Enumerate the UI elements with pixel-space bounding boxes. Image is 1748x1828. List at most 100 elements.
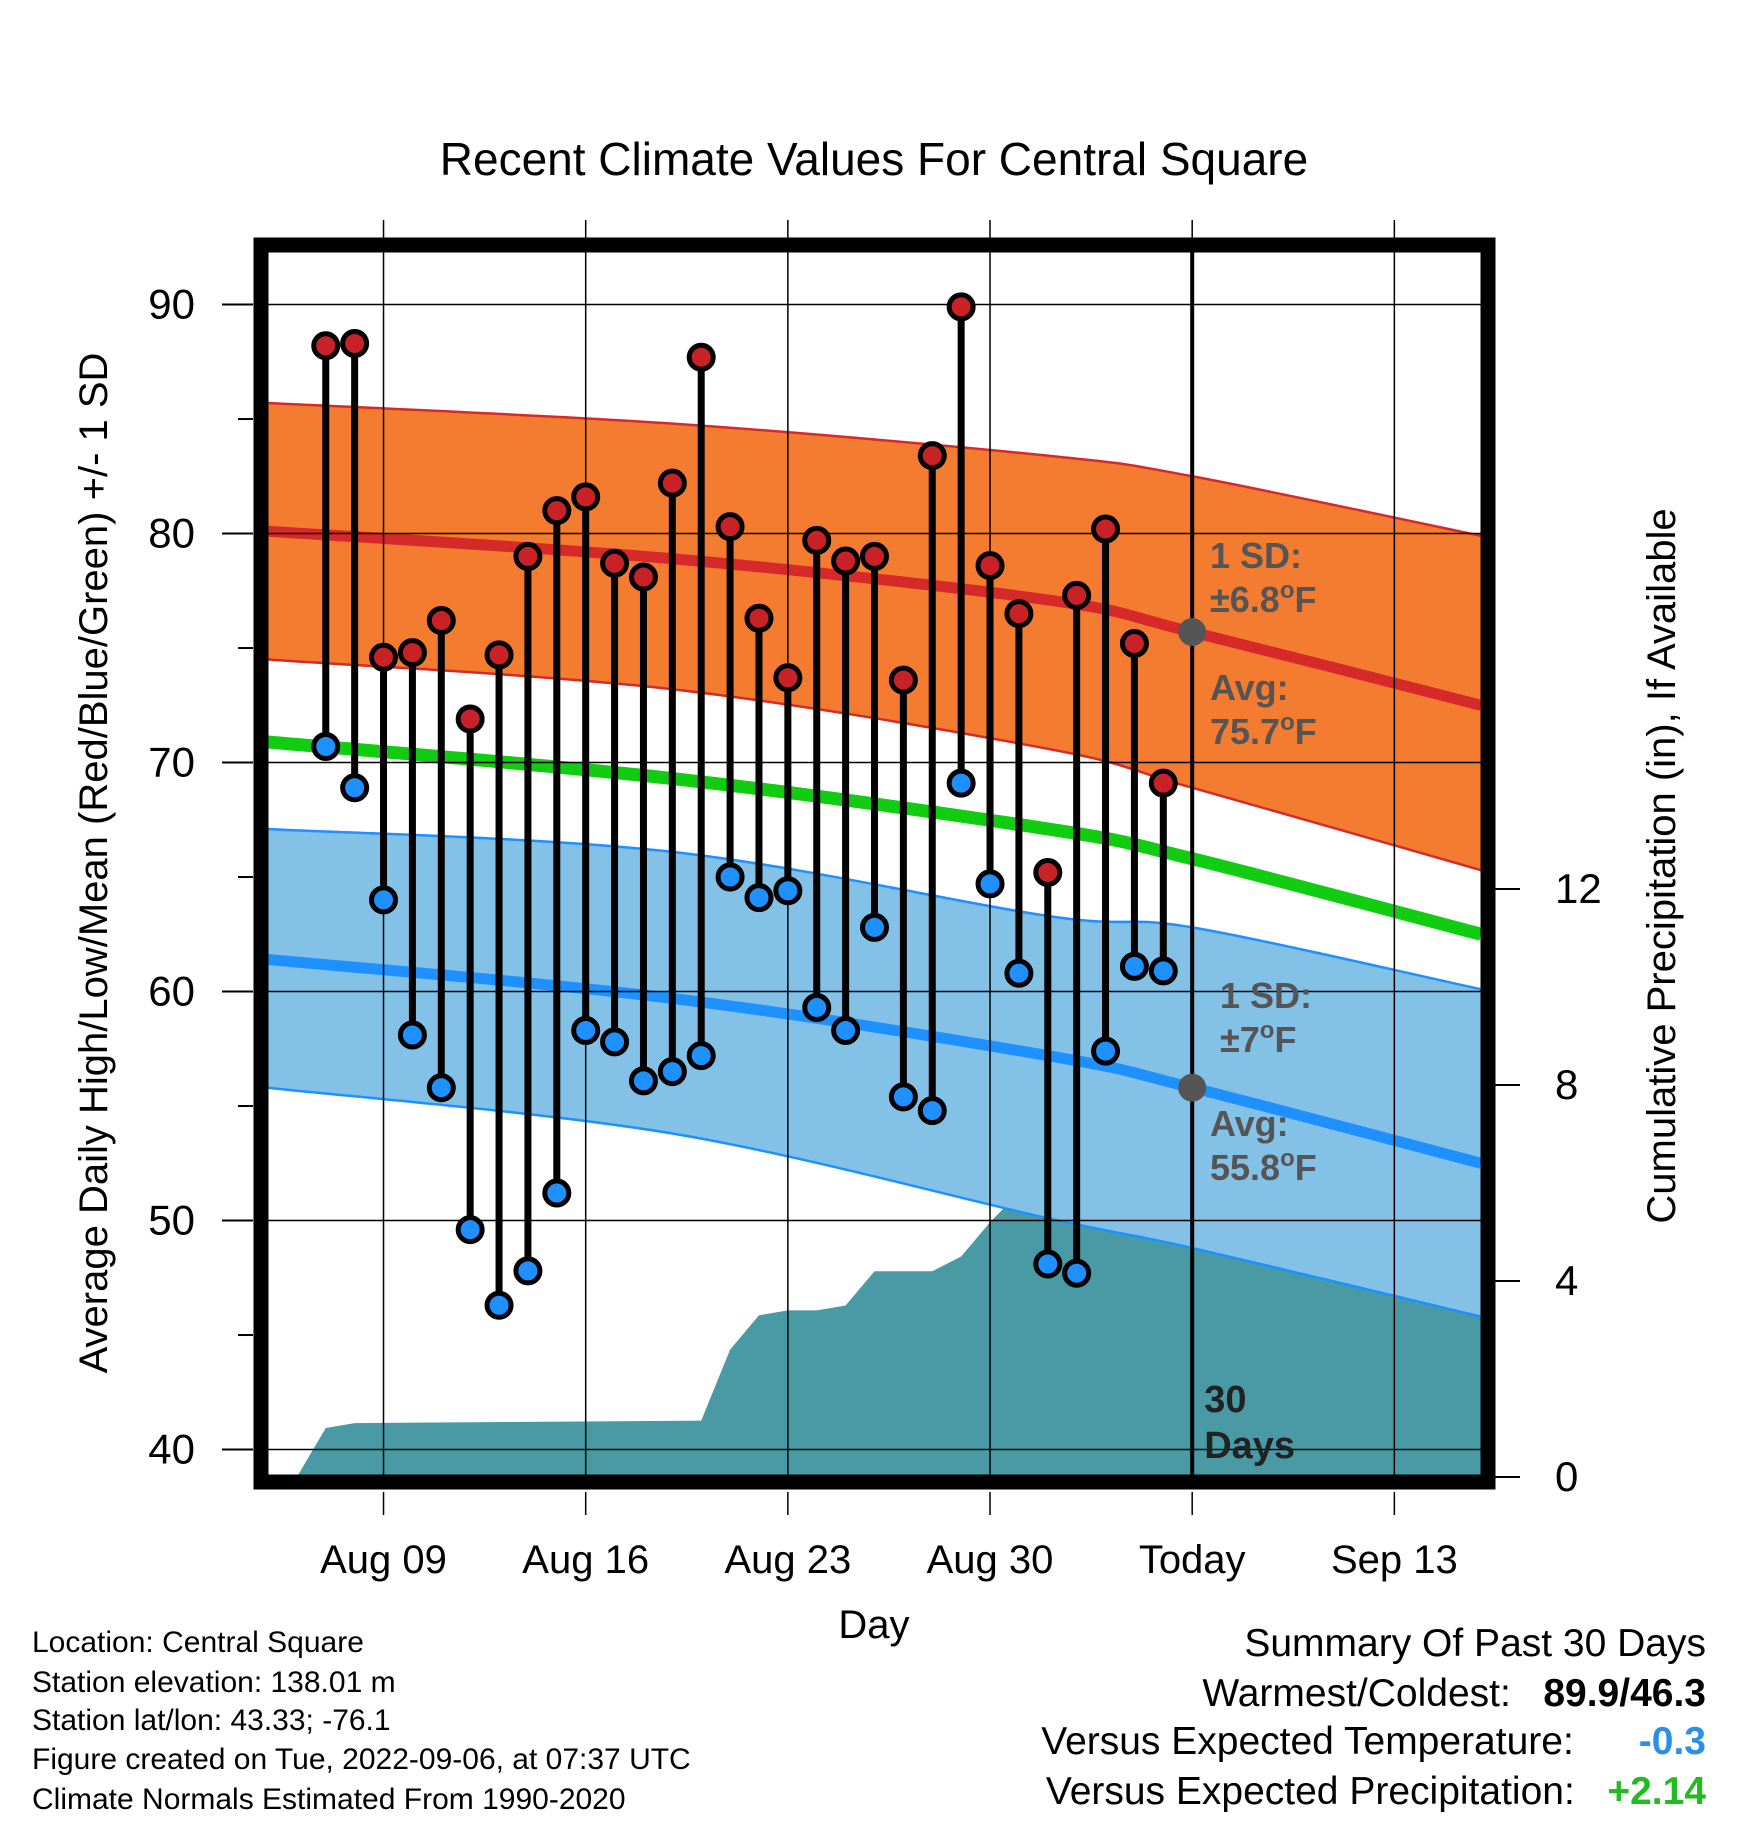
high-sd-annotation: ±6.8oF bbox=[1210, 577, 1316, 620]
daily-high-point bbox=[369, 642, 399, 672]
daily-low-point bbox=[888, 1082, 918, 1112]
warm-cold-value: 89.9/46.3 bbox=[1543, 1672, 1706, 1715]
chart-title: Recent Climate Values For Central Square bbox=[440, 133, 1308, 185]
station-elevation: Station elevation: 138.01 m bbox=[32, 1666, 396, 1699]
daily-high-point bbox=[340, 328, 370, 358]
x-tick-label: Aug 30 bbox=[927, 1538, 1054, 1582]
precip-anomaly-label: Versus Expected Precipitation: bbox=[1045, 1770, 1575, 1813]
daily-high-point bbox=[397, 638, 427, 668]
daily-low-point bbox=[773, 876, 803, 906]
daily-low-point bbox=[1119, 951, 1149, 981]
daily-high-point bbox=[484, 640, 514, 670]
precipitation-area bbox=[296, 1185, 1481, 1477]
daily-high-point bbox=[657, 468, 687, 498]
today-high-normal-marker bbox=[1178, 618, 1207, 647]
temp-anomaly-label: Versus Expected Temperature: bbox=[1041, 1720, 1574, 1763]
y-tick-label: 70 bbox=[148, 739, 195, 786]
station-latlon: Station lat/lon: 43.33; -76.1 bbox=[32, 1704, 391, 1737]
figure-created: Figure created on Tue, 2022-09-06, at 07… bbox=[32, 1743, 691, 1776]
y2-tick-label: 12 bbox=[1555, 865, 1602, 912]
daily-high-point bbox=[1119, 628, 1149, 658]
daily-low-point bbox=[686, 1041, 716, 1071]
daily-high-point bbox=[715, 512, 745, 542]
daily-high-point bbox=[975, 551, 1005, 581]
daily-low-point bbox=[657, 1057, 687, 1087]
low-avg-annotation: Avg: bbox=[1210, 1103, 1289, 1144]
temp-anomaly-value: -0.3 bbox=[1638, 1720, 1706, 1763]
daily-high-point bbox=[1148, 768, 1178, 798]
daily-low-point bbox=[831, 1015, 861, 1045]
daily-low-point bbox=[1091, 1036, 1121, 1066]
daily-high-point bbox=[1091, 514, 1121, 544]
daily-low-point bbox=[1004, 958, 1034, 988]
daily-low-point bbox=[860, 912, 889, 942]
today-days-label: 30 bbox=[1204, 1379, 1246, 1421]
y-tick-label: 50 bbox=[148, 1197, 195, 1244]
daily-low-point bbox=[1062, 1258, 1092, 1288]
daily-low-point bbox=[917, 1096, 947, 1126]
daily-high-point bbox=[946, 292, 976, 322]
low-avg-annotation: 55.8oF bbox=[1210, 1145, 1317, 1188]
high-sd-lower-line bbox=[268, 658, 1481, 872]
x-tick-label: Sep 13 bbox=[1331, 1538, 1458, 1582]
daily-low-point bbox=[426, 1073, 456, 1103]
daily-low-point bbox=[628, 1066, 658, 1096]
station-location: Location: Central Square bbox=[32, 1626, 364, 1659]
daily-low-point bbox=[802, 993, 832, 1023]
precip-anomaly-value: +2.14 bbox=[1607, 1770, 1706, 1813]
daily-high-point bbox=[802, 525, 832, 555]
high-avg-annotation: 75.7oF bbox=[1210, 709, 1317, 752]
y-tick-label: 60 bbox=[148, 968, 195, 1015]
y2-tick-label: 4 bbox=[1555, 1257, 1578, 1304]
daily-low-point bbox=[744, 883, 774, 913]
x-tick-label: Aug 16 bbox=[522, 1538, 649, 1582]
low-sd-lower-line bbox=[268, 1086, 1481, 1318]
warm-cold-label: Warmest/Coldest: bbox=[1202, 1672, 1511, 1715]
normal-high-line bbox=[268, 525, 1481, 711]
low-sd-band bbox=[268, 828, 1481, 1317]
daily-low-point bbox=[715, 862, 745, 892]
y2-axis-label: Cumulative Precipitation (in), If Availa… bbox=[1640, 508, 1684, 1223]
today-days-label: Days bbox=[1204, 1425, 1295, 1467]
daily-low-point bbox=[513, 1256, 543, 1286]
y-tick-label: 90 bbox=[148, 281, 195, 328]
daily-low-point bbox=[542, 1178, 572, 1208]
low-sd-annotation: ±7oF bbox=[1220, 1017, 1296, 1060]
daily-high-point bbox=[860, 541, 889, 571]
daily-low-point bbox=[397, 1020, 427, 1050]
x-axis-label: Day bbox=[838, 1603, 909, 1647]
daily-high-point bbox=[542, 496, 572, 526]
y-tick-label: 80 bbox=[148, 510, 195, 557]
high-avg-annotation: Avg: bbox=[1210, 667, 1289, 708]
low-sd-upper-line bbox=[268, 827, 1481, 991]
daily-high-point bbox=[917, 441, 947, 471]
daily-low-point bbox=[600, 1027, 630, 1057]
y-axis-label: Average Daily High/Low/Mean (Red/Blue/Gr… bbox=[72, 353, 116, 1374]
daily-high-point bbox=[571, 482, 601, 512]
daily-high-point bbox=[628, 562, 658, 592]
summary-precip-anomaly: Versus Expected Precipitation: +2.14 bbox=[1046, 1770, 1706, 1814]
daily-low-point bbox=[484, 1290, 514, 1320]
x-tick-label: Today bbox=[1139, 1538, 1246, 1582]
daily-high-point bbox=[1004, 599, 1034, 629]
climate-normals-source: Climate Normals Estimated From 1990-2020 bbox=[32, 1783, 626, 1816]
daily-low-point bbox=[340, 773, 370, 803]
summary-heading: Summary Of Past 30 Days bbox=[1244, 1622, 1706, 1665]
daily-high-point bbox=[311, 331, 341, 361]
summary-warm-cold: Warmest/Coldest: 89.9/46.3 bbox=[1202, 1672, 1706, 1716]
daily-high-point bbox=[831, 546, 861, 576]
plot-frame bbox=[253, 237, 1496, 1490]
normal-low-line bbox=[268, 953, 1481, 1169]
today-low-normal-marker bbox=[1178, 1073, 1207, 1102]
low-sd-annotation: 1 SD: bbox=[1220, 975, 1312, 1016]
daily-high-point bbox=[600, 548, 630, 578]
daily-high-point bbox=[513, 541, 543, 571]
daily-high-point bbox=[686, 342, 716, 372]
daily-low-point bbox=[571, 1015, 601, 1045]
daily-high-point bbox=[888, 665, 918, 695]
high-sd-annotation: 1 SD: bbox=[1210, 535, 1302, 576]
daily-low-point bbox=[975, 869, 1005, 899]
daily-high-point bbox=[744, 603, 774, 633]
y2-tick-label: 8 bbox=[1555, 1061, 1578, 1108]
